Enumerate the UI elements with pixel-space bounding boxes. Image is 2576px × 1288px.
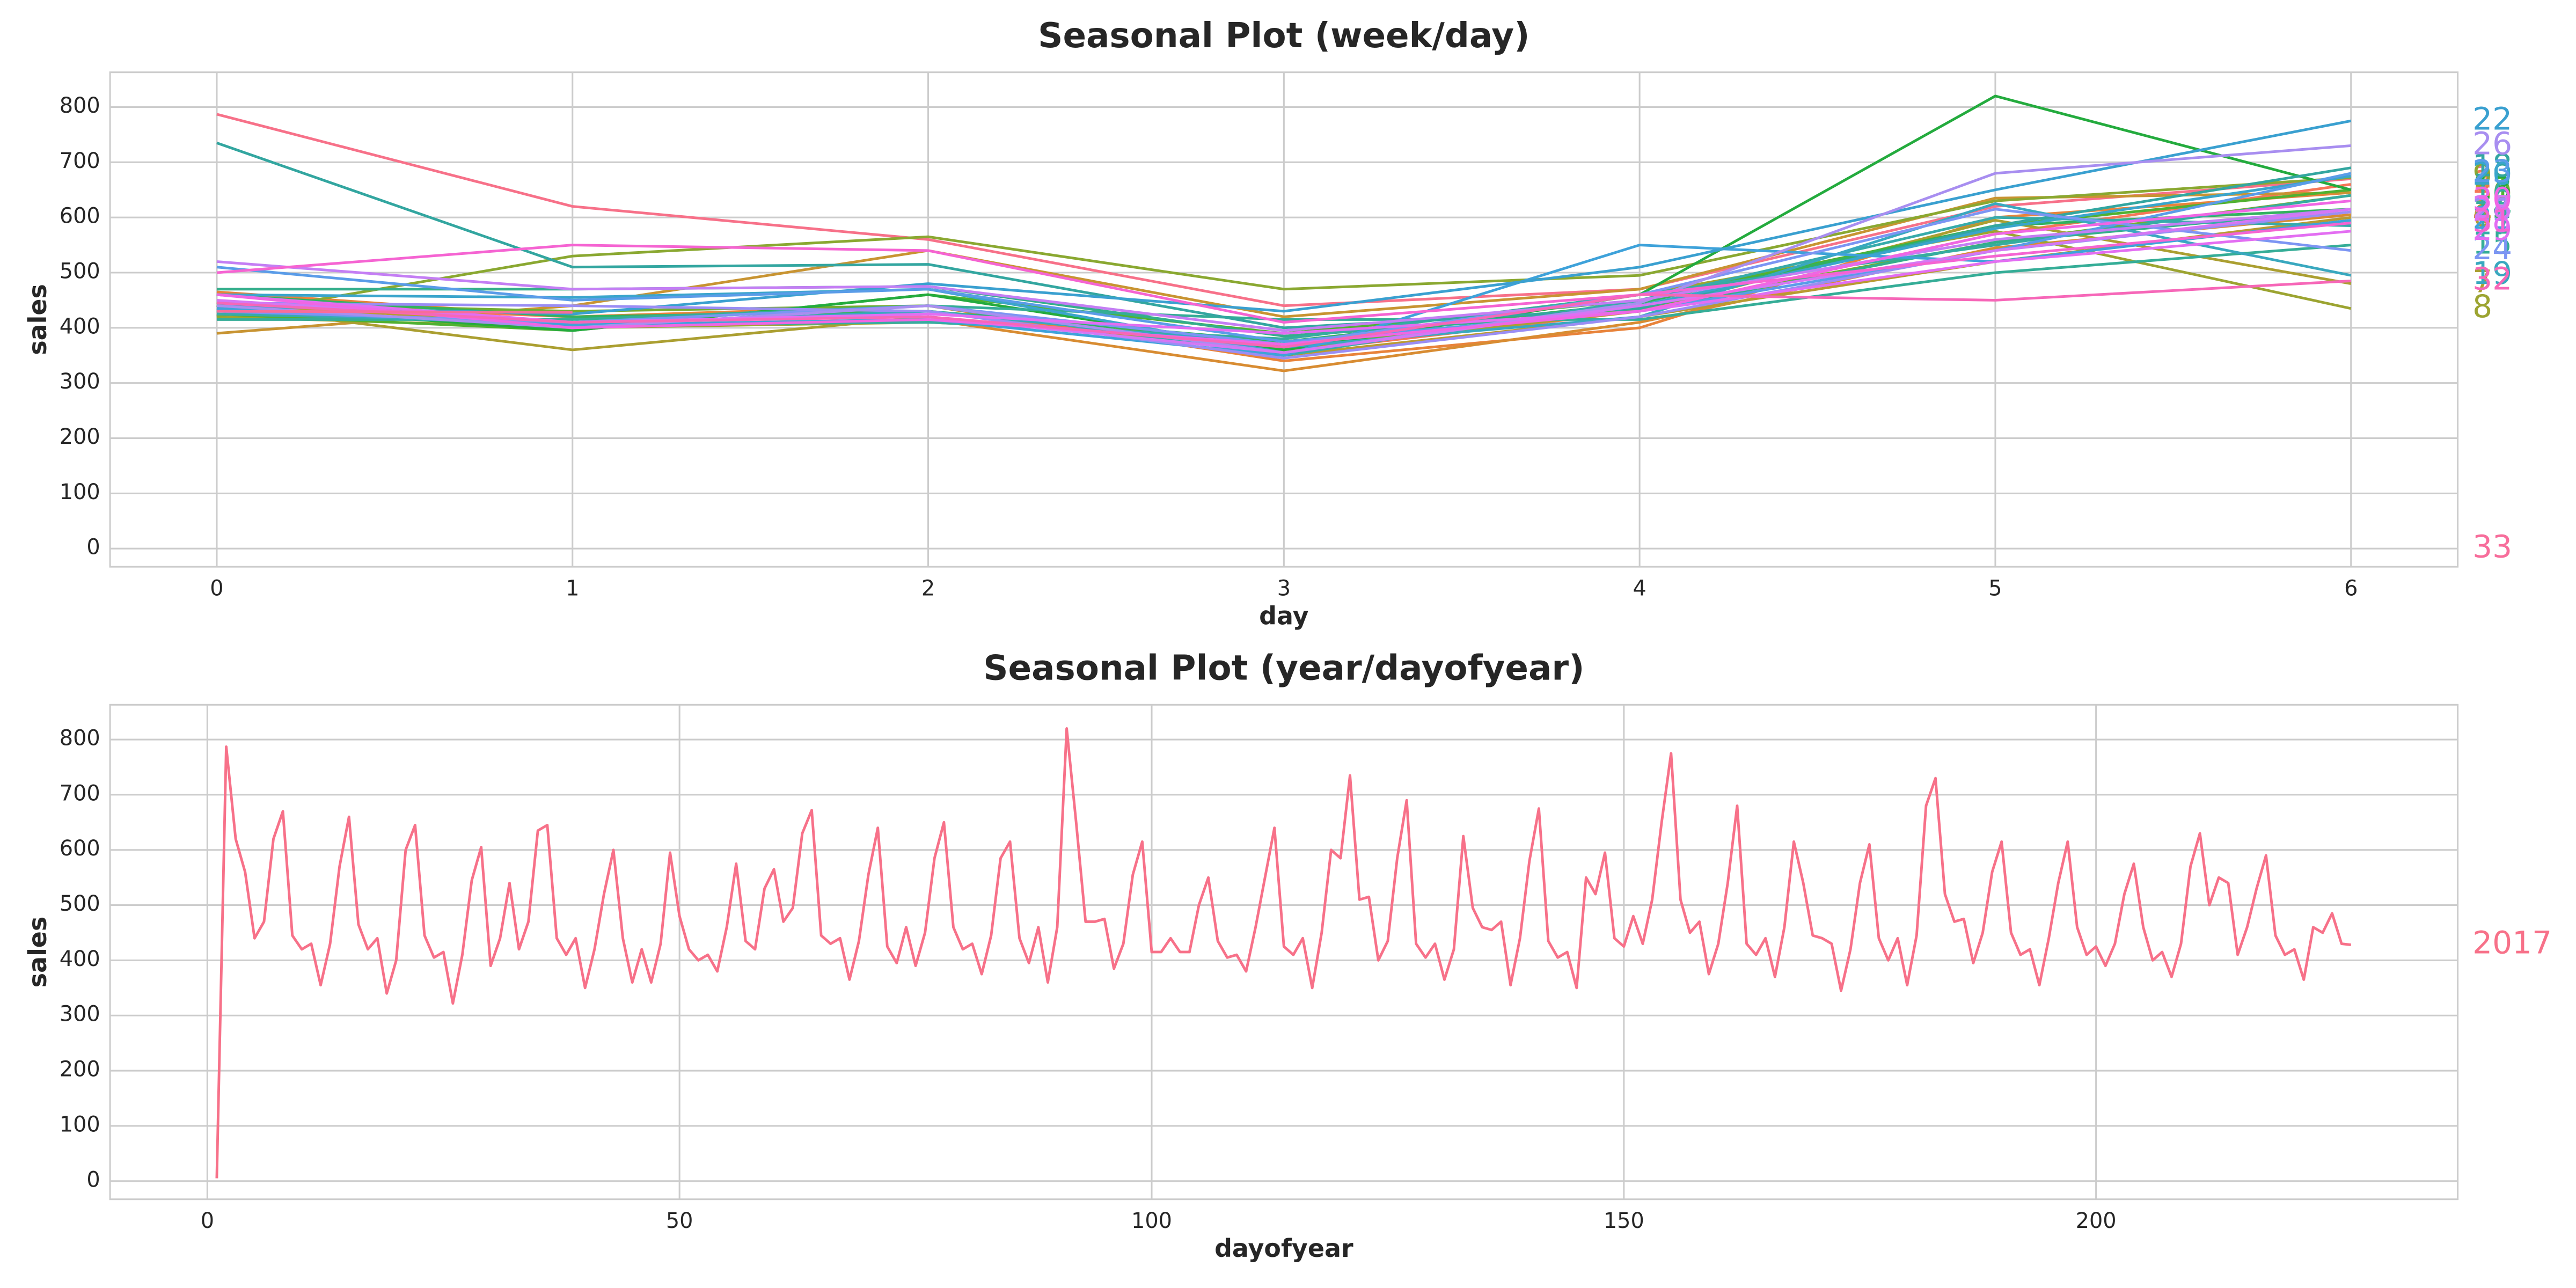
series-end-label: 3 xyxy=(2472,172,2492,209)
y-tick-label: 300 xyxy=(60,369,100,394)
y-tick-label: 800 xyxy=(60,93,100,118)
series-line xyxy=(216,208,2351,332)
series-end-label: 10 xyxy=(2472,175,2512,211)
y-tick-label: 0 xyxy=(86,535,100,560)
series-line xyxy=(216,113,2351,308)
series-end-label: 28 xyxy=(2472,189,2512,225)
series-end-label: 20 xyxy=(2472,156,2512,192)
y-tick-label: 100 xyxy=(60,1112,100,1137)
y-tick-label: 0 xyxy=(86,1167,100,1192)
series-end-label: 9 xyxy=(2472,157,2492,194)
series-end-label: 6 xyxy=(2472,197,2492,233)
y-axis-label: sales xyxy=(23,284,52,355)
series-end-label: 17 xyxy=(2472,206,2512,242)
series-end-label: 21 xyxy=(2472,200,2512,236)
series-end-label: 2 xyxy=(2472,164,2492,201)
y-tick-label: 600 xyxy=(60,836,100,861)
series-end-label: 33 xyxy=(2472,528,2512,565)
chart-title: Seasonal Plot (week/day) xyxy=(1038,16,1529,56)
series-end-label: 27 xyxy=(2472,189,2512,225)
series-end-label: 19 xyxy=(2472,255,2512,291)
series-end-label: 7 xyxy=(2472,264,2492,300)
series-line xyxy=(216,119,2352,316)
plot-area xyxy=(109,704,2459,1201)
series-end-label: 18 xyxy=(2472,148,2512,184)
x-tick-label: 200 xyxy=(2076,1209,2117,1233)
y-tick-label: 200 xyxy=(60,425,100,449)
series-end-label: 1 xyxy=(2472,158,2492,195)
x-axis-label: dayofyear xyxy=(1214,1234,1353,1263)
series-end-label: 11 xyxy=(2472,170,2512,206)
x-tick-label: 0 xyxy=(210,576,223,601)
series-end-label: 8 xyxy=(2472,288,2492,325)
x-tick-label: 150 xyxy=(1604,1209,1644,1233)
series-end-label: 23 xyxy=(2472,153,2512,189)
series-line xyxy=(216,279,2351,349)
x-tick-label: 6 xyxy=(2344,576,2358,601)
y-tick-label: 400 xyxy=(60,314,100,339)
y-tick-label: 600 xyxy=(60,204,100,229)
series-line xyxy=(216,199,2351,346)
series-line xyxy=(216,176,2351,318)
series-end-label: 5 xyxy=(2472,172,2492,209)
series-end-label: 30 xyxy=(2472,180,2512,217)
series-end-label: 32 xyxy=(2472,261,2512,297)
series-line xyxy=(216,94,2352,352)
series-end-label: 22 xyxy=(2472,100,2512,137)
series-end-label: 29 xyxy=(2472,211,2512,247)
series-end-label: 4 xyxy=(2472,194,2492,231)
series-line xyxy=(216,142,2352,330)
y-axis-label: sales xyxy=(23,917,52,988)
y-tick-label: 200 xyxy=(60,1057,100,1082)
y-tick-label: 100 xyxy=(60,480,100,504)
series-line xyxy=(216,244,2351,321)
series-line xyxy=(215,727,2352,1179)
x-tick-label: 50 xyxy=(666,1209,693,1233)
series-end-label: 24 xyxy=(2472,230,2512,267)
y-tick-label: 800 xyxy=(60,726,100,751)
series-end-label: 12 xyxy=(2472,189,2512,225)
y-tick-label: 700 xyxy=(60,149,100,173)
x-tick-label: 5 xyxy=(1988,576,2002,601)
series-end-label: 25 xyxy=(2472,192,2512,228)
y-tick-label: 300 xyxy=(60,1002,100,1027)
x-tick-label: 100 xyxy=(1131,1209,1172,1233)
series-end-label: 16 xyxy=(2472,175,2512,211)
x-tick-label: 3 xyxy=(1277,576,1291,601)
series-line xyxy=(216,222,2351,324)
y-tick-label: 500 xyxy=(60,259,100,283)
y-tick-label: 500 xyxy=(60,891,100,916)
series-end-label: 31 xyxy=(2472,203,2512,239)
x-tick-label: 1 xyxy=(566,576,579,601)
series-end-label: 26 xyxy=(2472,126,2512,162)
series-end-label: 13 xyxy=(2472,170,2512,206)
series-line xyxy=(216,310,573,314)
y-tick-label: 400 xyxy=(60,947,100,971)
series-end-label: 14 xyxy=(2472,189,2512,225)
x-axis-label: day xyxy=(1259,602,1308,631)
series-end-label: 2017 xyxy=(2472,925,2552,961)
x-tick-label: 0 xyxy=(201,1209,214,1233)
x-tick-label: 2 xyxy=(921,576,935,601)
chart-title: Seasonal Plot (year/dayofyear) xyxy=(983,648,1584,689)
x-tick-label: 4 xyxy=(1633,576,1646,601)
y-tick-label: 700 xyxy=(60,781,100,806)
series-end-label: 15 xyxy=(2472,225,2512,261)
